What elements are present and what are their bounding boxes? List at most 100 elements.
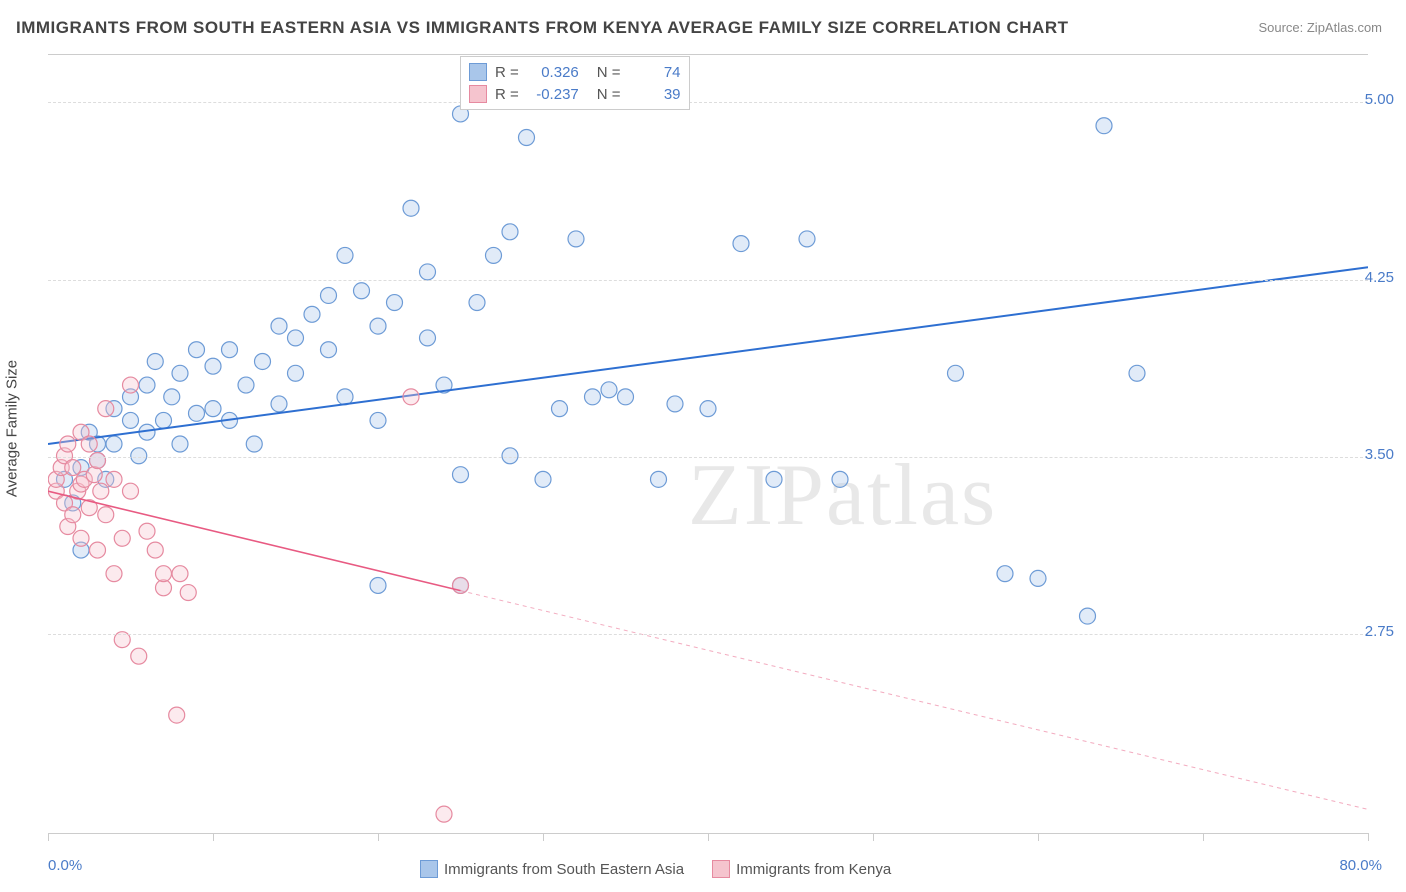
data-point	[436, 806, 452, 822]
data-point	[288, 365, 304, 381]
data-point	[700, 401, 716, 417]
legend-r-label: R =	[495, 86, 519, 103]
data-point	[98, 507, 114, 523]
data-point	[189, 342, 205, 358]
data-point	[337, 247, 353, 263]
grid-line	[48, 102, 1368, 103]
legend-n-value: 39	[629, 86, 681, 103]
data-point	[255, 354, 271, 370]
data-point	[189, 405, 205, 421]
x-tick	[543, 833, 544, 841]
y-tick-label: 5.00	[1365, 91, 1394, 108]
data-point	[180, 585, 196, 601]
data-point	[799, 231, 815, 247]
data-point	[106, 436, 122, 452]
data-point	[65, 460, 81, 476]
data-point	[354, 283, 370, 299]
data-point	[156, 412, 172, 428]
data-point	[766, 471, 782, 487]
chart-svg	[48, 55, 1368, 833]
legend-swatch	[469, 85, 487, 103]
data-point	[453, 467, 469, 483]
data-point	[98, 401, 114, 417]
data-point	[568, 231, 584, 247]
data-point	[139, 377, 155, 393]
data-point	[552, 401, 568, 417]
data-point	[246, 436, 262, 452]
data-point	[486, 247, 502, 263]
series-legend: Immigrants from South Eastern Asia Immigr…	[420, 860, 891, 878]
data-point	[651, 471, 667, 487]
data-point	[288, 330, 304, 346]
trend-line	[48, 267, 1368, 444]
legend-n-label: N =	[597, 64, 621, 81]
data-point	[519, 130, 535, 146]
data-point	[304, 306, 320, 322]
data-point	[123, 412, 139, 428]
y-tick-label: 2.75	[1365, 623, 1394, 640]
data-point	[948, 365, 964, 381]
series-legend-label: Immigrants from South Eastern Asia	[444, 861, 684, 878]
data-point	[147, 542, 163, 558]
grid-line	[48, 280, 1368, 281]
data-point	[147, 354, 163, 370]
series-legend-label: Immigrants from Kenya	[736, 861, 891, 878]
data-point	[93, 483, 109, 499]
source-label: Source: ZipAtlas.com	[1258, 20, 1382, 35]
data-point	[1080, 608, 1096, 624]
data-point	[172, 436, 188, 452]
x-tick	[708, 833, 709, 841]
y-tick-label: 3.50	[1365, 446, 1394, 463]
data-point	[502, 224, 518, 240]
data-point	[321, 287, 337, 303]
data-point	[618, 389, 634, 405]
data-point	[139, 523, 155, 539]
x-tick	[378, 833, 379, 841]
data-point	[131, 648, 147, 664]
data-point	[733, 236, 749, 252]
x-tick	[1368, 833, 1369, 841]
data-point	[832, 471, 848, 487]
data-point	[321, 342, 337, 358]
data-point	[81, 436, 97, 452]
data-point	[172, 566, 188, 582]
data-point	[123, 483, 139, 499]
correlation-legend-row: R =0.326N =74	[469, 61, 681, 83]
legend-swatch	[469, 63, 487, 81]
data-point	[90, 542, 106, 558]
data-point	[1030, 570, 1046, 586]
data-point	[271, 318, 287, 334]
chart-title: IMMIGRANTS FROM SOUTH EASTERN ASIA VS IM…	[16, 18, 1068, 38]
data-point	[337, 389, 353, 405]
data-point	[114, 530, 130, 546]
trend-line-extrapolated	[461, 591, 1369, 810]
data-point	[106, 566, 122, 582]
data-point	[156, 566, 172, 582]
data-point	[271, 396, 287, 412]
x-axis-end-label: 80.0%	[1339, 857, 1382, 874]
correlation-legend-row: R =-0.237N =39	[469, 83, 681, 105]
data-point	[131, 448, 147, 464]
data-point	[60, 436, 76, 452]
legend-r-value: 0.326	[527, 64, 579, 81]
data-point	[205, 358, 221, 374]
data-point	[997, 566, 1013, 582]
data-point	[169, 707, 185, 723]
data-point	[73, 530, 89, 546]
data-point	[387, 295, 403, 311]
correlation-legend: R = 0.326 N = 74 R =-0.237N =39	[460, 56, 690, 110]
data-point	[370, 412, 386, 428]
legend-swatch	[420, 860, 438, 878]
data-point	[172, 365, 188, 381]
legend-n-value: 74	[629, 64, 681, 81]
data-point	[535, 471, 551, 487]
y-tick-label: 4.25	[1365, 269, 1394, 286]
data-point	[238, 377, 254, 393]
x-tick	[213, 833, 214, 841]
data-point	[667, 396, 683, 412]
series-legend-item: Immigrants from Kenya	[712, 860, 891, 878]
grid-line	[48, 634, 1368, 635]
plot-area: ZIPatlas	[48, 54, 1368, 834]
data-point	[86, 467, 102, 483]
x-tick	[1203, 833, 1204, 841]
